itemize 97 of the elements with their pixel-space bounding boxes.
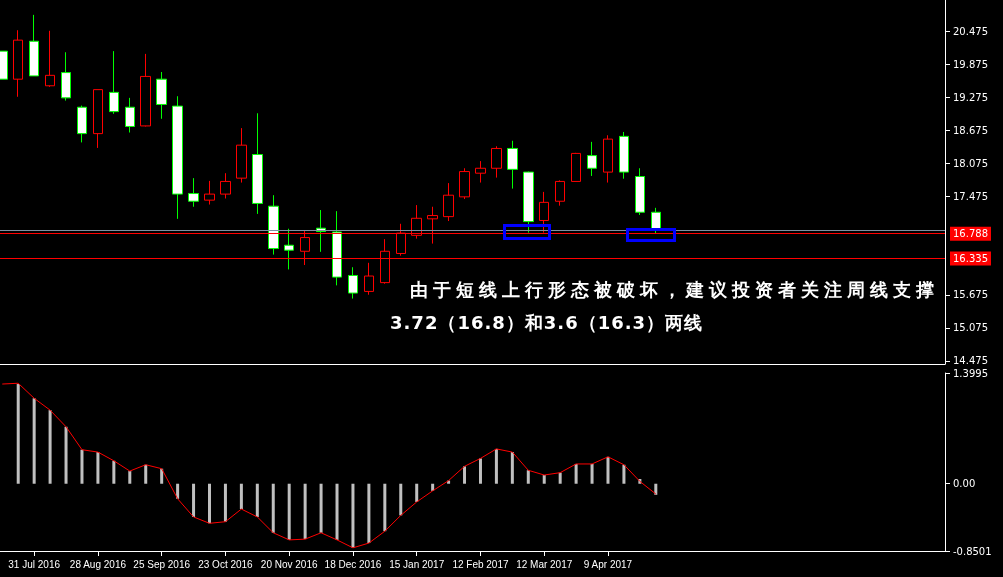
x-tick-label: 25 Sep 2016 bbox=[133, 558, 191, 570]
candlestick bbox=[507, 140, 518, 190]
candlestick bbox=[491, 145, 502, 179]
x-tick-label: 31 Jul 2016 bbox=[8, 558, 61, 570]
bar bbox=[526, 470, 530, 484]
candlestick bbox=[125, 97, 135, 134]
y-tick-label: 20.475 bbox=[953, 25, 988, 37]
bar bbox=[32, 398, 36, 484]
y-tick-label: 1.3995 bbox=[953, 367, 988, 379]
bar bbox=[255, 483, 259, 517]
candlestick bbox=[172, 95, 183, 220]
candlestick bbox=[77, 105, 87, 143]
candlestick bbox=[555, 179, 565, 207]
bar bbox=[319, 483, 323, 533]
x-tick-label: 12 Feb 2017 bbox=[452, 558, 509, 570]
bar bbox=[144, 464, 148, 484]
candlestick bbox=[619, 131, 629, 180]
candlestick bbox=[156, 71, 167, 120]
bar bbox=[558, 472, 562, 484]
candlestick bbox=[332, 210, 342, 286]
bar bbox=[431, 483, 435, 491]
bar bbox=[80, 449, 84, 484]
bar bbox=[271, 483, 275, 533]
candlestick bbox=[523, 171, 534, 234]
bar bbox=[128, 471, 132, 484]
line-series bbox=[1, 382, 657, 549]
candlestick bbox=[29, 14, 39, 77]
y-tick-label: 14.475 bbox=[953, 355, 988, 367]
bar bbox=[590, 463, 594, 484]
bar bbox=[351, 483, 355, 548]
candlestick bbox=[61, 51, 71, 102]
candlestick bbox=[348, 266, 358, 300]
bar bbox=[606, 456, 610, 484]
candlestick bbox=[364, 262, 374, 296]
y-tick-label: 19.275 bbox=[953, 91, 988, 103]
bar bbox=[303, 483, 307, 540]
candlestick bbox=[635, 167, 645, 216]
candlestick bbox=[252, 112, 263, 215]
bar bbox=[478, 458, 482, 484]
y-tick-label: 15.075 bbox=[953, 322, 988, 334]
x-tick-label: 9 Apr 2017 bbox=[583, 558, 633, 570]
bar bbox=[542, 475, 546, 484]
bar bbox=[510, 452, 514, 484]
ref-line-label: 16.788 bbox=[953, 228, 988, 240]
bar bbox=[574, 463, 578, 484]
x-tick-label: 18 Dec 2016 bbox=[324, 558, 382, 570]
bar bbox=[415, 483, 419, 502]
y-tick-label: -0.8501 bbox=[953, 545, 992, 557]
candlestick bbox=[443, 182, 454, 222]
bar bbox=[223, 483, 227, 522]
y-tick-label: 0.00 bbox=[953, 478, 976, 490]
bar bbox=[64, 426, 68, 484]
x-tick-label: 23 Oct 2016 bbox=[198, 558, 254, 570]
bar bbox=[96, 452, 100, 484]
annotation: 由于短线上行形态被破坏，建议投资者关注周线支撑 bbox=[410, 278, 939, 302]
bar bbox=[112, 460, 116, 484]
annotation: 3.72（16.8）和3.6（16.3）两线 bbox=[390, 311, 704, 335]
bar bbox=[287, 483, 291, 540]
candlestick bbox=[93, 89, 103, 149]
candlestick bbox=[268, 194, 279, 256]
bar bbox=[335, 483, 339, 540]
candlestick bbox=[475, 160, 486, 184]
candlestick bbox=[13, 29, 23, 98]
x-tick-label: 12 Mar 2017 bbox=[516, 558, 573, 570]
x-tick-label: 20 Nov 2016 bbox=[260, 558, 318, 570]
bar bbox=[622, 464, 626, 484]
bar bbox=[367, 483, 371, 544]
bar bbox=[207, 483, 211, 524]
y-tick-label: 18.075 bbox=[953, 157, 988, 169]
bar bbox=[16, 384, 20, 484]
x-tick-label: 28 Aug 2016 bbox=[69, 558, 127, 570]
bar bbox=[494, 448, 498, 484]
y-tick-label: 19.875 bbox=[953, 58, 988, 70]
candlestick bbox=[571, 152, 581, 182]
y-tick-label: 17.475 bbox=[953, 190, 988, 202]
candlestick bbox=[236, 127, 247, 184]
bar bbox=[654, 483, 658, 495]
ref-line-label: 16.335 bbox=[953, 252, 988, 264]
candlestick bbox=[603, 134, 613, 184]
bar bbox=[383, 483, 387, 532]
y-tick-label: 15.675 bbox=[953, 289, 988, 301]
candlestick bbox=[220, 172, 231, 199]
candlestick bbox=[204, 180, 215, 206]
candlestick bbox=[459, 167, 470, 200]
bar bbox=[192, 483, 196, 517]
bar bbox=[239, 483, 243, 510]
x-tick-label: 15 Jan 2017 bbox=[389, 558, 445, 570]
candlestick bbox=[140, 53, 151, 127]
candlestick bbox=[587, 141, 597, 177]
bar bbox=[463, 466, 467, 484]
candlestick bbox=[45, 30, 55, 88]
candlestick bbox=[109, 50, 119, 115]
bar bbox=[399, 483, 403, 516]
candlestick bbox=[284, 228, 294, 270]
bar bbox=[48, 410, 52, 484]
candlestick bbox=[188, 177, 199, 208]
y-tick-label: 18.675 bbox=[953, 124, 988, 136]
